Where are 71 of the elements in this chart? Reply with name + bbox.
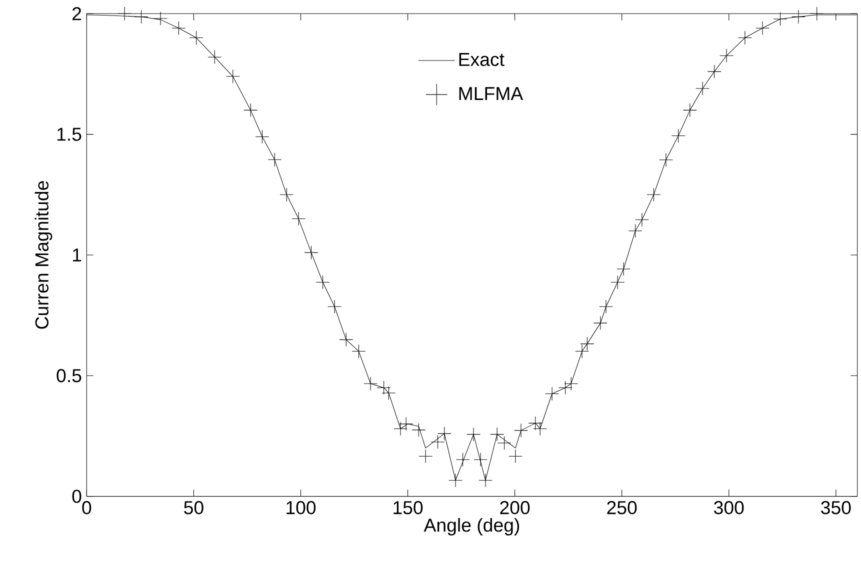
point	[437, 426, 452, 441]
point	[514, 424, 528, 438]
x-tick-label: 50	[184, 501, 204, 514]
x-axis-title: Angle (deg)	[424, 518, 520, 536]
y-tick-label: 0.5	[56, 369, 82, 382]
point	[328, 300, 342, 314]
point	[756, 21, 770, 36]
point	[646, 188, 661, 202]
point	[118, 6, 132, 21]
point	[244, 103, 258, 118]
point	[738, 30, 752, 45]
point	[352, 344, 366, 358]
point	[172, 21, 186, 36]
point	[189, 30, 204, 45]
point	[280, 188, 294, 202]
point	[671, 128, 686, 143]
point	[304, 246, 318, 260]
x-tick-label: 200	[500, 501, 530, 514]
x-tick-label: 0	[82, 501, 92, 514]
x-tick-label: 350	[821, 501, 851, 514]
x-tick-label: 100	[286, 501, 316, 514]
point	[564, 376, 578, 391]
y-tick-label: 0	[72, 490, 82, 503]
legend-label: MLFMA	[459, 87, 524, 100]
point	[316, 275, 330, 290]
point	[707, 64, 722, 79]
y-tick-label: 1	[73, 248, 82, 262]
point	[696, 82, 710, 96]
point	[154, 12, 168, 26]
point	[255, 130, 270, 144]
x-tick-label: 300	[714, 501, 744, 514]
point	[616, 262, 630, 276]
y-axis-title: Curren Magnitude	[34, 181, 52, 329]
point	[226, 69, 240, 84]
point	[466, 427, 480, 442]
point	[448, 473, 462, 488]
point	[394, 422, 408, 436]
point	[628, 224, 642, 238]
point	[580, 336, 594, 351]
point	[474, 452, 488, 467]
y-tick-label: 2	[72, 7, 82, 20]
point	[575, 344, 589, 358]
point	[558, 380, 572, 395]
point	[659, 152, 673, 167]
point	[635, 212, 649, 227]
point	[456, 452, 470, 467]
point	[682, 103, 697, 118]
point	[508, 449, 522, 464]
point	[412, 423, 426, 437]
y-tick-label: 1.5	[57, 128, 82, 141]
point	[773, 12, 788, 26]
point	[292, 212, 306, 226]
point	[545, 386, 559, 401]
point	[792, 10, 806, 24]
point	[594, 316, 608, 330]
point	[810, 6, 824, 21]
point	[720, 48, 734, 63]
point	[364, 376, 378, 391]
point	[430, 435, 445, 449]
point	[610, 275, 625, 290]
legend-label: Exact	[459, 53, 504, 66]
x-tick-label: 150	[394, 501, 423, 514]
point	[399, 416, 414, 431]
point	[599, 300, 613, 314]
x-tick-label: 250	[607, 501, 637, 514]
point	[134, 10, 148, 24]
point	[339, 332, 354, 347]
point	[208, 50, 222, 64]
point	[418, 449, 432, 464]
point	[478, 473, 492, 488]
point	[268, 152, 282, 167]
